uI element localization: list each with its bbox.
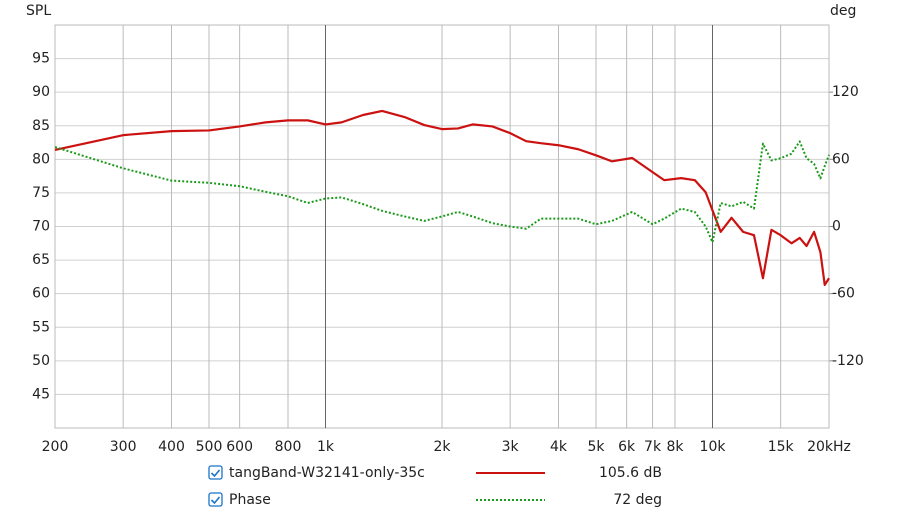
- legend-label: Phase: [229, 492, 271, 508]
- y2-tick-label: 120: [832, 84, 859, 100]
- legend-value: 105.6 dB: [599, 465, 662, 481]
- x-tick-label: 1k: [317, 439, 335, 455]
- x-tick-label: 8k: [666, 439, 684, 455]
- x-tick-label: 6k: [618, 439, 636, 455]
- y-tick-label: 80: [32, 151, 50, 167]
- x-tick-label: 2k: [433, 439, 451, 455]
- x-tick-label: 5k: [587, 439, 605, 455]
- y-tick-label: 65: [32, 252, 50, 268]
- y-tick-label: 60: [32, 286, 50, 302]
- y-tick-label: 45: [32, 386, 50, 402]
- legend-check: [210, 496, 221, 505]
- x-tick-label: 10k: [700, 439, 727, 455]
- y2-tick-label: -60: [832, 286, 855, 302]
- y-tick-label: 95: [32, 51, 50, 67]
- legend-checkbox: [208, 492, 223, 507]
- y2-tick-label: 60: [832, 151, 850, 167]
- series-line: [54, 140, 830, 244]
- x-tick-label: 7k: [644, 439, 662, 455]
- y-axis-label: SPL: [26, 3, 51, 19]
- series-line: [54, 109, 830, 287]
- x-tick-label: 20kHz: [807, 439, 851, 455]
- y-tick-label: 70: [32, 219, 50, 235]
- y2-axis-label: deg: [830, 3, 856, 19]
- x-tick-label: 400: [158, 439, 185, 455]
- x-tick-label: 15k: [768, 439, 795, 455]
- x-tick-label: 500: [196, 439, 223, 455]
- x-tick-label: 4k: [550, 439, 568, 455]
- x-tick-label: 800: [275, 439, 302, 455]
- y-tick-label: 90: [32, 84, 50, 100]
- legend-checkbox: [208, 465, 223, 480]
- legend-label: tangBand-W32141-only-35c: [229, 465, 425, 481]
- x-tick-label: 3k: [502, 439, 520, 455]
- x-tick-label: 200: [42, 439, 69, 455]
- y2-tick-label: -120: [832, 353, 864, 369]
- x-tick-label: 600: [226, 439, 253, 455]
- y-tick-label: 85: [32, 118, 50, 134]
- y-tick-label: 55: [32, 319, 50, 335]
- legend-value: 72 deg: [613, 492, 662, 508]
- x-tick-label: 300: [110, 439, 137, 455]
- y-tick-label: 50: [32, 353, 50, 369]
- legend-check: [210, 469, 221, 478]
- y2-tick-label: 0: [832, 219, 841, 235]
- y-tick-label: 75: [32, 185, 50, 201]
